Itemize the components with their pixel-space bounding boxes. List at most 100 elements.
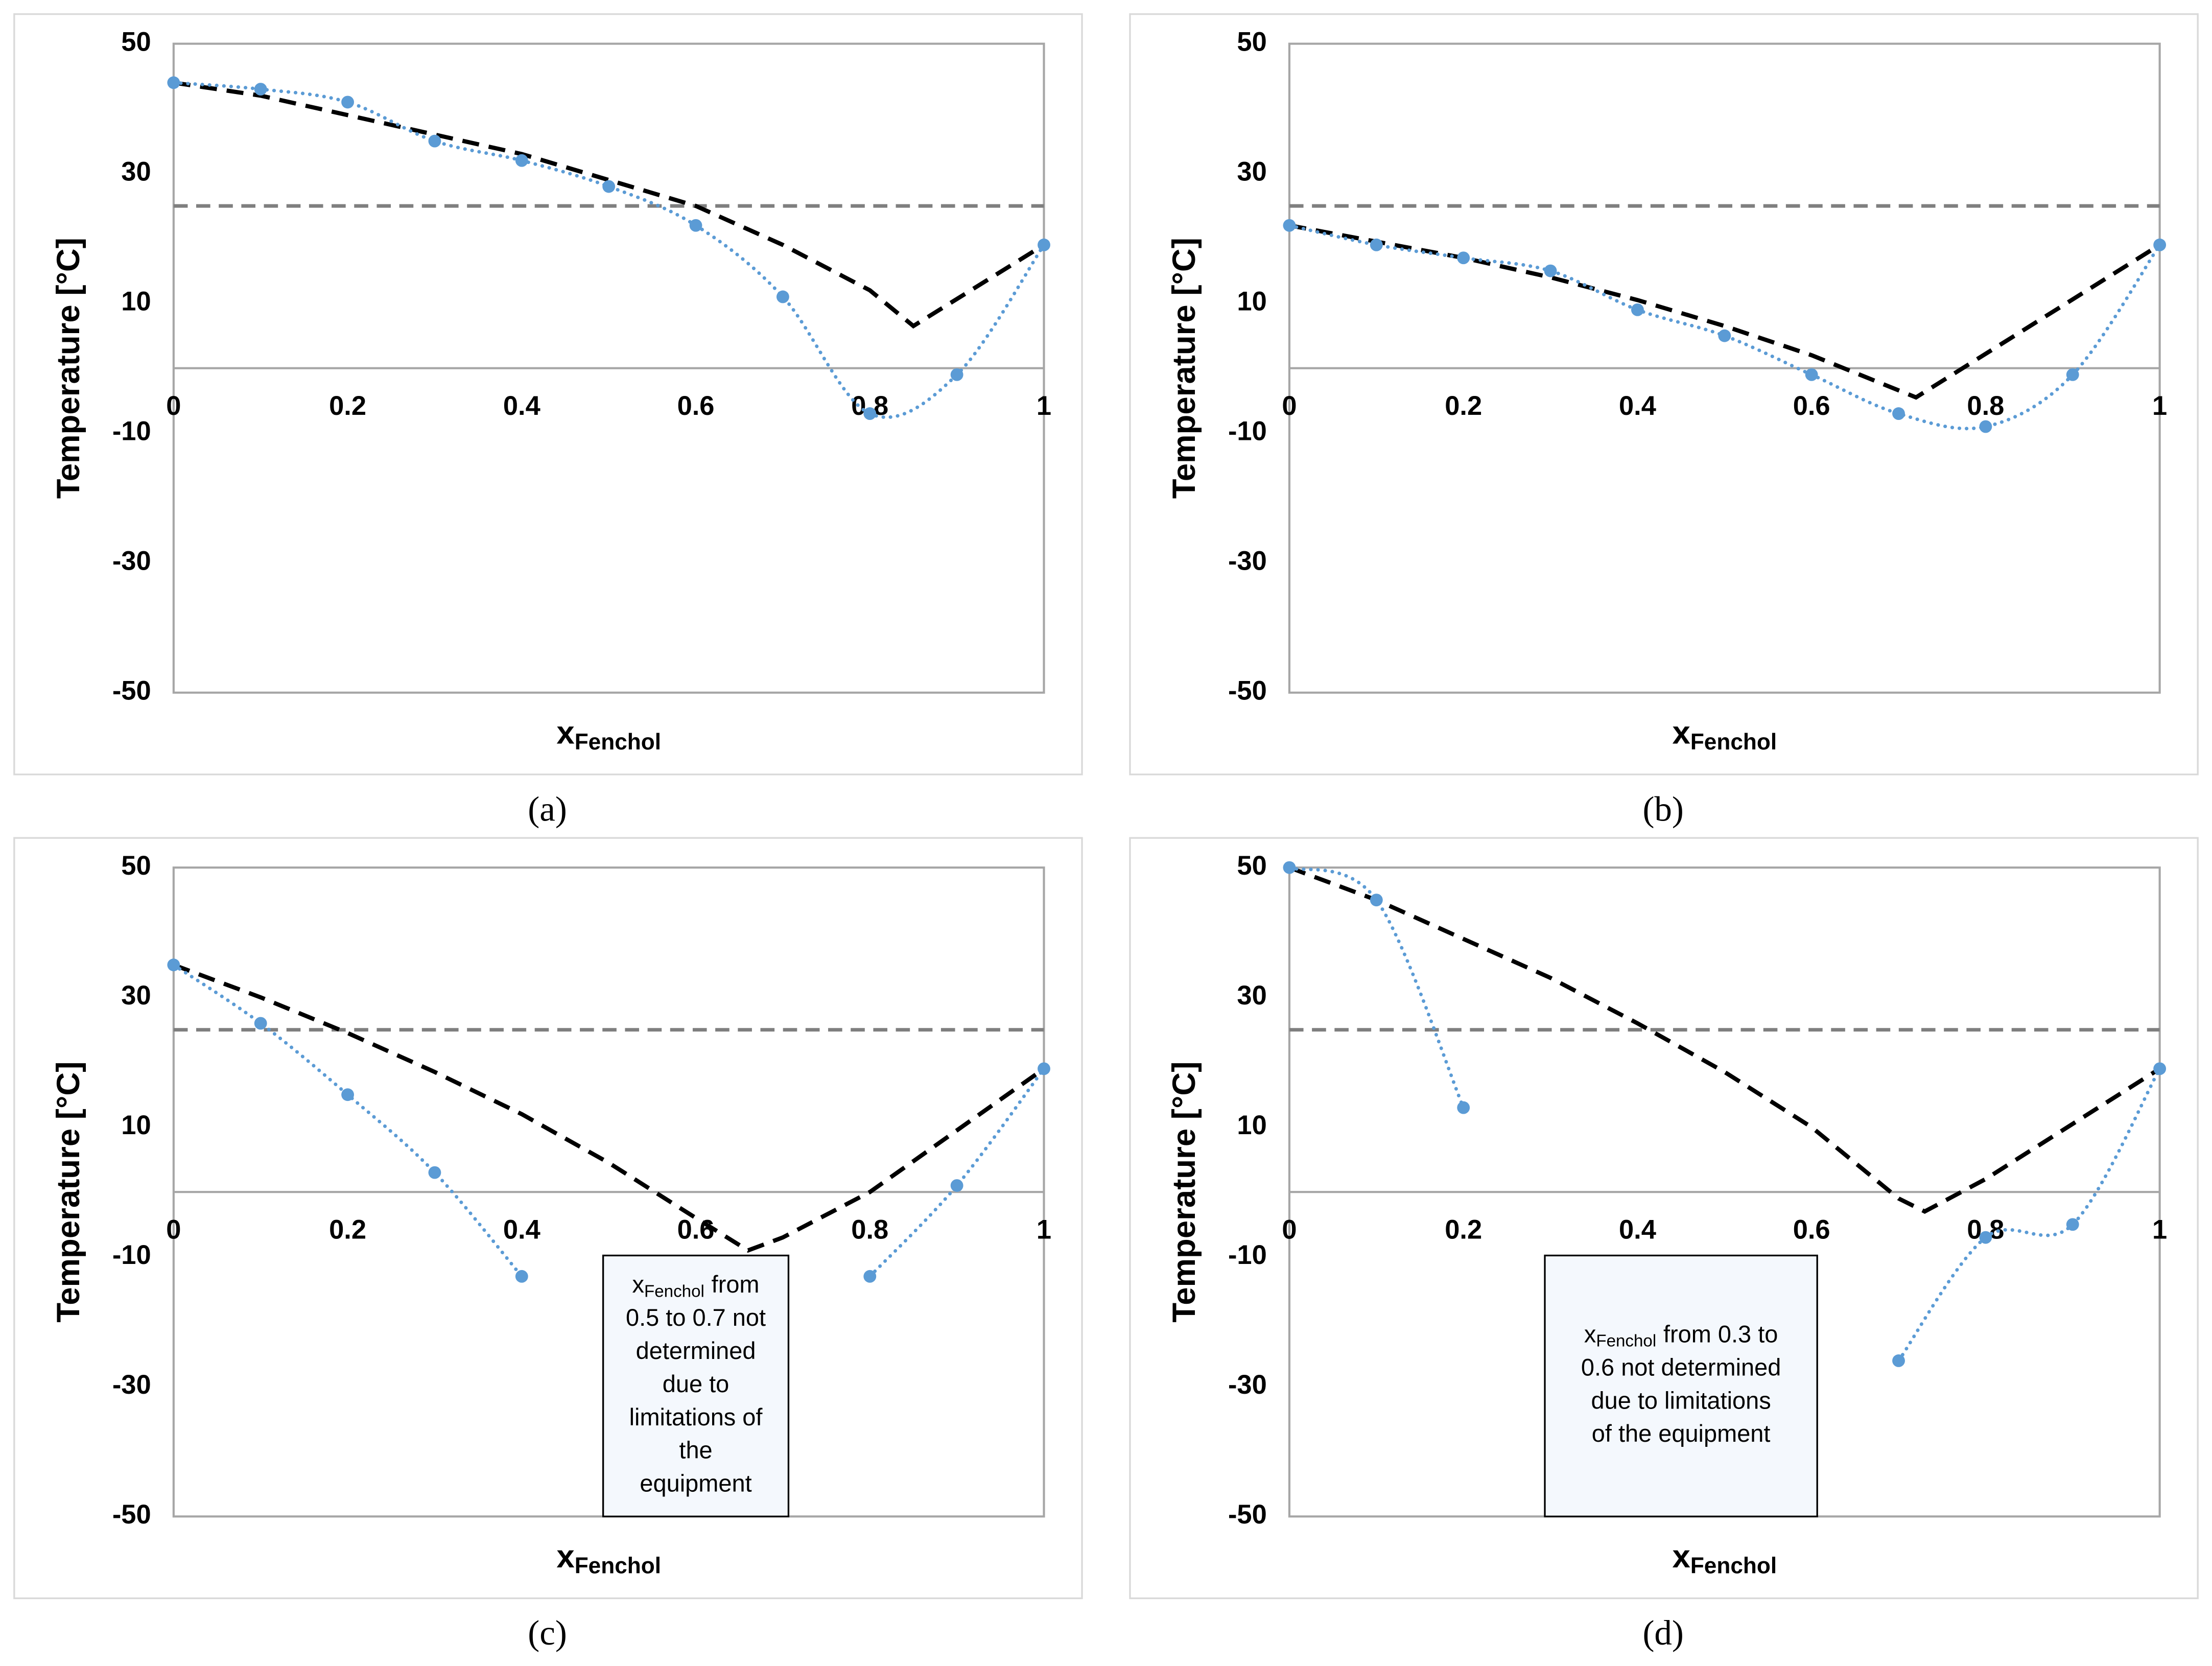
annotation-box <box>1544 1254 1818 1517</box>
data-point <box>1979 1231 1992 1244</box>
y-tick-label: -50 <box>112 676 151 706</box>
annotation-line: equipment <box>640 1470 751 1497</box>
x-tick-label: 0.4 <box>1619 391 1656 421</box>
x-tick-label: 0 <box>166 1215 181 1245</box>
panel-frame <box>13 837 1083 1600</box>
x-tick-label: 0.4 <box>503 391 540 421</box>
data-point <box>254 83 267 96</box>
y-axis-label: Temperature [°C] <box>1166 1062 1202 1323</box>
data-point <box>167 958 180 972</box>
panel-label: (d) <box>1642 1613 1683 1652</box>
y-tick-label: 50 <box>1237 27 1266 57</box>
data-point <box>1457 251 1470 265</box>
y-axis-label: Temperature [°C] <box>1166 238 1202 499</box>
x-tick-label: 0.8 <box>851 1215 888 1245</box>
x-axis-label-sub: Fenchol <box>1690 730 1777 755</box>
data-point <box>1544 264 1557 277</box>
data-point <box>1370 894 1383 907</box>
x-tick-label: 0 <box>1282 391 1297 421</box>
x-axis-label: xFenchol <box>1672 1539 1777 1578</box>
x-tick-label: 1 <box>1037 1215 1051 1245</box>
y-tick-label: 10 <box>1237 1111 1266 1140</box>
y-tick-label: 10 <box>1237 287 1266 317</box>
data-point <box>689 219 702 232</box>
experimental-line <box>1897 1067 2162 1363</box>
y-tick-label: 30 <box>1237 981 1266 1011</box>
x-tick-label: 0.6 <box>677 1215 715 1245</box>
experimental-line <box>1287 223 2162 431</box>
x-axis-label-sub: Fenchol <box>575 1553 661 1578</box>
annotation-line: due to limitations <box>1591 1388 1771 1414</box>
x-tick-label: 0.6 <box>1793 391 1830 421</box>
annotation-line: determined <box>636 1338 756 1364</box>
annotation-text: due to limitations <box>1591 1388 1771 1414</box>
annotation-line: 0.6 not determined <box>1581 1354 1781 1381</box>
x-tick-label: 0.2 <box>329 391 366 421</box>
data-point <box>428 134 441 148</box>
y-axis-label: Temperature [°C] <box>51 238 86 499</box>
x-axis-label-main: x <box>1672 1539 1690 1575</box>
annotation-text: the <box>679 1437 712 1464</box>
data-point <box>1370 238 1383 251</box>
annotation-text: xFenchol from 0.3 to <box>1584 1321 1778 1350</box>
x-axis-label: xFenchol <box>556 715 661 754</box>
y-tick-label: 50 <box>121 851 151 881</box>
ideal-line <box>173 80 1045 329</box>
data-point <box>1979 420 1992 433</box>
data-point <box>2066 1218 2079 1231</box>
x-tick-label: 1 <box>1037 391 1051 421</box>
x-tick-label: 0.6 <box>677 391 715 421</box>
x-tick-label: 0.2 <box>329 1215 366 1245</box>
data-point <box>1718 329 1731 342</box>
x-tick-label: 1 <box>2152 1215 2167 1245</box>
x-tick-label: 1 <box>2152 391 2167 421</box>
y-tick-label: 30 <box>1237 157 1266 186</box>
panel-frame <box>13 13 1083 776</box>
y-tick-label: 50 <box>121 27 151 57</box>
x-tick-label: 0.4 <box>503 1215 540 1245</box>
y-tick-label: 30 <box>121 981 151 1011</box>
x-tick-label: 0.6 <box>1793 1215 1830 1245</box>
annotation-x: x <box>1584 1321 1596 1348</box>
data-point <box>341 96 354 109</box>
data-point <box>2153 1062 2167 1075</box>
y-tick-label: -30 <box>1228 1370 1267 1400</box>
annotation-line: from <box>712 1272 760 1298</box>
annotation-line: from 0.3 to <box>1663 1321 1778 1348</box>
data-point <box>341 1088 354 1101</box>
y-axis-label: Temperature [°C] <box>51 1062 86 1323</box>
data-point <box>1805 368 1818 381</box>
x-axis-label-main: x <box>1672 715 1690 750</box>
y-tick-label: 10 <box>121 1111 151 1140</box>
data-point <box>950 368 963 381</box>
x-tick-label: 0.8 <box>1967 391 2004 421</box>
data-point <box>1283 219 1296 232</box>
annotation-sub: Fenchol <box>644 1282 704 1301</box>
x-axis-label-sub: Fenchol <box>575 730 661 755</box>
annotation-text: of the equipment <box>1592 1421 1771 1447</box>
experimental-line <box>1287 865 1466 1110</box>
y-tick-label: 30 <box>121 157 151 186</box>
y-tick-label: 50 <box>1237 851 1266 881</box>
x-axis-label-sub: Fenchol <box>1690 1553 1777 1578</box>
panel-label: (b) <box>1642 789 1683 828</box>
data-point <box>1457 1101 1470 1114</box>
experimental-line <box>172 963 524 1278</box>
x-tick-label: 0.2 <box>1445 1215 1482 1245</box>
data-point <box>1631 303 1644 316</box>
annotation-text: xFenchol from <box>632 1272 760 1301</box>
y-tick-label: -30 <box>112 547 151 576</box>
data-point <box>254 1017 267 1030</box>
y-tick-label: -10 <box>1228 1240 1267 1270</box>
annotation-line: due to <box>663 1371 730 1397</box>
data-point <box>602 180 616 193</box>
data-point <box>776 290 789 303</box>
annotation-sub: Fenchol <box>1596 1331 1656 1350</box>
annotation-line: 0.5 to 0.7 not <box>626 1305 766 1331</box>
ideal-line <box>1288 865 2161 1214</box>
